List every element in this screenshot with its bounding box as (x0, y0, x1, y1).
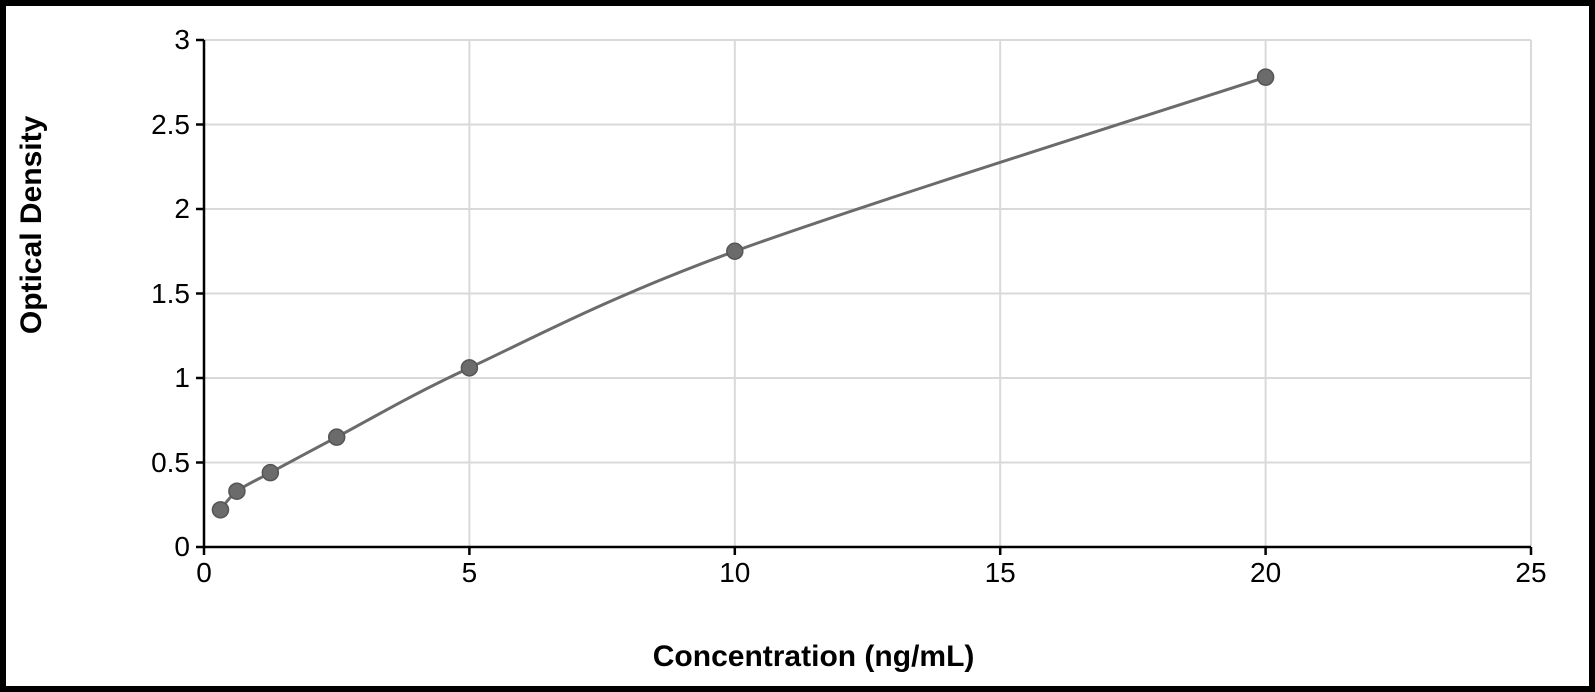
y-tick-label: 0.5 (151, 447, 190, 479)
x-tick-label: 0 (196, 557, 212, 589)
plot-region: 051015202500.511.522.53 (144, 30, 1541, 592)
y-axis-label: Optical Density (15, 116, 49, 334)
y-tick-label: 0 (174, 531, 190, 563)
x-tick-label: 20 (1250, 557, 1281, 589)
x-tick-label: 5 (462, 557, 478, 589)
y-tick-label: 3 (174, 24, 190, 56)
chart-svg (144, 30, 1541, 592)
y-tick-label: 1 (174, 362, 190, 394)
y-tick-label: 2 (174, 193, 190, 225)
x-tick-label: 15 (985, 557, 1016, 589)
x-tick-label: 10 (719, 557, 750, 589)
x-axis-label: Concentration (ng/mL) (653, 640, 975, 674)
x-tick-label: 25 (1515, 557, 1546, 589)
y-tick-label: 2.5 (151, 109, 190, 141)
chart-frame: Optical Density Concentration (ng/mL) 0 5… (0, 0, 1595, 692)
chart-area: Optical Density Concentration (ng/mL) 05… (24, 20, 1571, 672)
y-tick-label: 1.5 (151, 278, 190, 310)
